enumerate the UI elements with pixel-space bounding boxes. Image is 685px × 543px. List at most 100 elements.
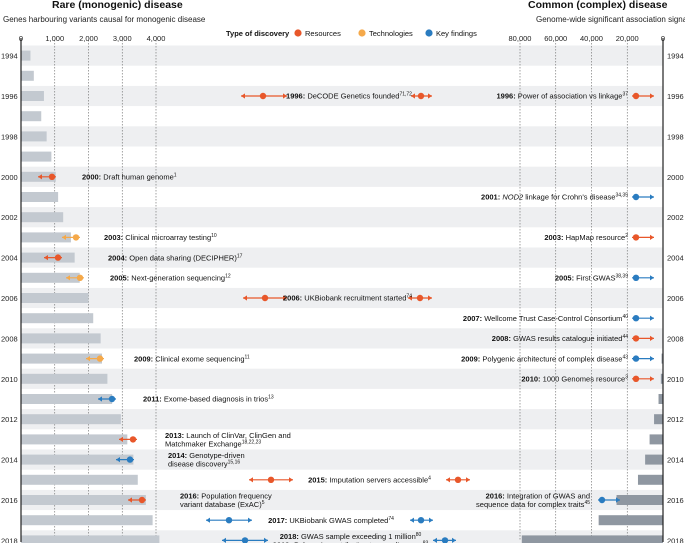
- event-reference: 2: [625, 233, 628, 239]
- event-year: 1996:: [286, 92, 307, 101]
- bar-common-2011: [658, 394, 663, 404]
- event-arrowhead: [466, 477, 470, 483]
- event-year: 2005:: [555, 274, 576, 283]
- event-dot: [598, 496, 606, 504]
- event-arrowhead: [116, 457, 120, 463]
- year-stripe-1994: [21, 45, 663, 66]
- year-label-left-2012: 2012: [1, 415, 18, 424]
- event-arrowhead: [650, 234, 654, 240]
- right-tick-label-40000: 40,000: [580, 34, 603, 43]
- event-arrowhead: [446, 477, 450, 483]
- event-arrowhead: [241, 93, 245, 99]
- event-reference: 45: [584, 500, 590, 506]
- event-arrowhead: [249, 477, 253, 483]
- event-label-2006-9-0: 2006: UKBiobank recruitment started74: [283, 294, 412, 303]
- event-label-2003-5-0: 2003: HapMap resource2: [544, 233, 628, 242]
- bar-rare-2013: [21, 434, 128, 445]
- bar-common-2018: [521, 535, 663, 543]
- event-reference: 80: [416, 532, 422, 538]
- event-label-2016-19-0: 2016: Population frequency: [180, 491, 272, 500]
- event-year: 2013:: [165, 431, 186, 440]
- event-dot: [225, 517, 233, 524]
- event-year: 2011:: [143, 395, 164, 404]
- left-tick-label-0: 0: [19, 34, 23, 43]
- legend-label-key-findings: Key findings: [436, 29, 477, 38]
- event-year: 2003:: [544, 233, 565, 242]
- event-dot: [416, 294, 424, 302]
- event-label-2009-13-0: 2009: Polygenic architecture of complex …: [461, 354, 628, 363]
- event-year: 2009:: [134, 354, 155, 363]
- year-label-left-2010: 2010: [1, 375, 18, 384]
- event-label-2018-22-0: 2018: GWAS sample exceeding 1 million80: [280, 532, 422, 541]
- event-label-2013-16-1: Matchmaker Exchange18,22,23: [165, 439, 261, 448]
- event-label-2016-19-1: variant database (ExAC)5: [180, 500, 265, 509]
- bar-rare-1999: [21, 151, 52, 162]
- bar-rare-2014: [21, 454, 134, 465]
- event-reference: 15,16: [228, 460, 241, 466]
- left-tick-label-4000: 4,000: [147, 34, 166, 43]
- event-dot: [632, 274, 640, 281]
- event-text: sequence data for complex traits: [476, 500, 585, 509]
- event-dot: [632, 315, 640, 322]
- bar-rare-1997: [21, 111, 42, 122]
- year-stripe-2006: [21, 287, 663, 309]
- event-label-2005-8-0: 2005: First GWAS38,39: [555, 274, 628, 283]
- bar-common-2016: [616, 495, 663, 505]
- event-reference: 4: [428, 476, 431, 482]
- bar-rare-1996: [21, 91, 44, 101]
- event-dot: [261, 294, 269, 302]
- bar-rare-2009: [21, 353, 102, 364]
- bar-rare-2016: [21, 495, 146, 505]
- event-year: 2008:: [492, 334, 513, 343]
- event-annotations: 1996: DeCODE Genetics founded71,72 1996: …: [38, 92, 654, 543]
- event-year: 2003:: [104, 233, 125, 242]
- bar-common-2013: [649, 434, 663, 445]
- year-stripe-1998: [21, 126, 663, 147]
- event-arrowhead: [44, 255, 48, 261]
- year-stripe-1996: [21, 85, 663, 107]
- event-dot: [72, 234, 80, 241]
- event-label-2017-21-0: 2017: UKBiobank GWAS completed74: [268, 516, 394, 525]
- event-dot: [96, 355, 104, 362]
- event-arrowhead: [650, 194, 654, 200]
- event-label-2005-7-0: 2005: Next-generation sequencing12: [110, 274, 231, 283]
- event-arrowhead: [66, 275, 70, 281]
- event-reference: 10: [211, 233, 217, 239]
- bar-common-2009: [661, 353, 663, 364]
- event-arrowhead: [243, 295, 247, 301]
- event-text: Population frequency: [201, 491, 272, 500]
- event-dot: [129, 436, 137, 443]
- event-reference: 43: [622, 354, 628, 360]
- event-dot: [126, 456, 134, 463]
- bar-rare-2010: [21, 373, 108, 384]
- event-year: 2014:: [168, 451, 189, 460]
- event-dot: [632, 193, 640, 201]
- right-bars: [521, 333, 663, 543]
- event-arrowhead: [650, 93, 654, 99]
- right-panel-subtitle: Genome-wide significant association sign…: [536, 15, 685, 24]
- year-stripe-2014: [21, 449, 663, 470]
- event-arrowhead: [650, 315, 654, 321]
- event-text: DeCODE Genetics founded: [307, 92, 399, 101]
- event-label-2010-14-0: 2010: 1000 Genomes resource3: [521, 375, 628, 384]
- bar-common-2017: [598, 515, 663, 526]
- bar-rare-2017: [21, 515, 153, 526]
- event-reference: 71,72: [399, 92, 412, 98]
- event-text: UKBiobank recruitment started: [304, 294, 406, 303]
- event-text: Polygenic architecture of complex diseas…: [482, 354, 622, 363]
- legend-swatch-technologies: [358, 29, 366, 37]
- event-arrowhead: [428, 93, 432, 99]
- event-reference: 74: [406, 294, 412, 300]
- event-text: Clinical microarray testing: [125, 233, 211, 242]
- event-arrowhead: [429, 517, 433, 523]
- event-label-2015-18-0: 2015: Imputation servers accessible4: [308, 476, 431, 485]
- gridlines: [54, 40, 628, 540]
- event-label-2014-17-1: disease discovery15,16: [168, 460, 240, 469]
- event-label-2004-6-0: 2004: Open data sharing (DECIPHER)17: [108, 253, 243, 262]
- event-arrowhead: [650, 356, 654, 362]
- event-label-1996-1-0: 1996: Power of association vs linkage37: [497, 92, 629, 101]
- legend-label-technologies: Technologies: [369, 29, 413, 38]
- event-text: Next-generation sequencing: [131, 274, 225, 283]
- right-tick-label-60000: 60,000: [544, 34, 567, 43]
- event-arrowhead: [433, 537, 437, 543]
